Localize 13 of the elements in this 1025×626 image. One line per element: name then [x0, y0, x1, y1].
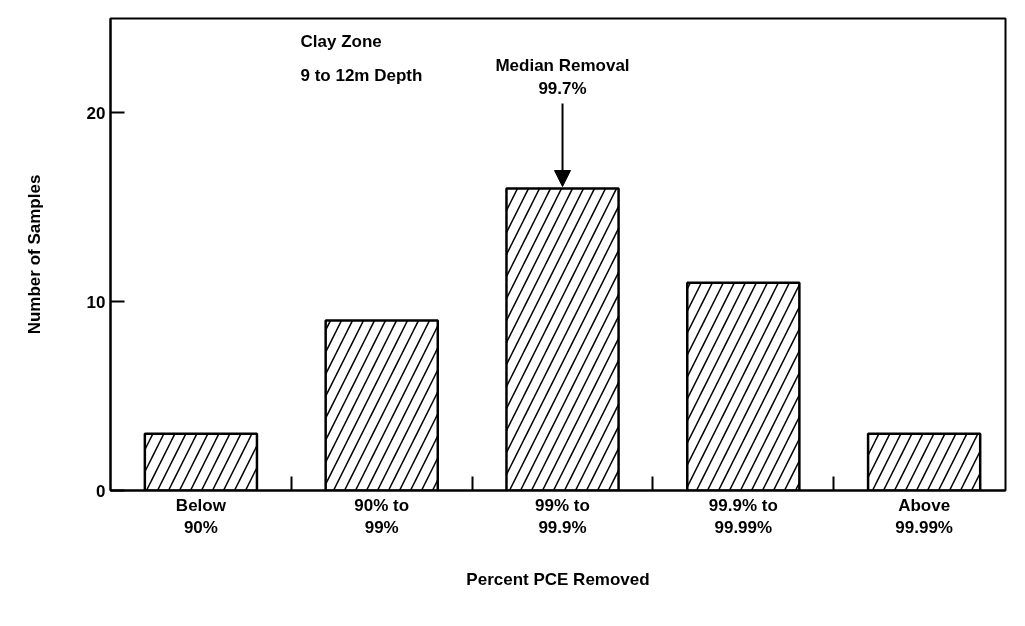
x-tick-label: 99% to 99.9%	[535, 495, 590, 538]
annotation: 9 to 12m Depth	[300, 65, 423, 85]
y-tick-label: 20	[86, 103, 106, 123]
x-tick-label: 99.9% to 99.99%	[708, 495, 778, 538]
y-axis-title: Number of Samples	[24, 174, 44, 335]
annotation: Median Removal 99.7%	[495, 56, 630, 98]
annotation: Clay Zone	[300, 31, 382, 51]
y-tick-label: 10	[86, 292, 106, 312]
y-tick-label: 0	[96, 481, 106, 501]
x-axis-title: Percent PCE Removed	[466, 570, 650, 590]
x-tick-label: 90% to 99%	[354, 495, 410, 538]
x-tick-label: Below 90%	[175, 495, 227, 538]
x-tick-label: Above 99.99%	[895, 495, 953, 538]
